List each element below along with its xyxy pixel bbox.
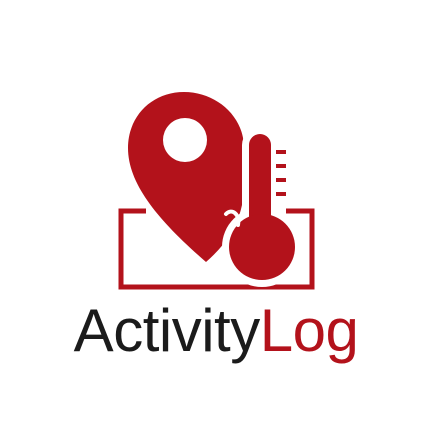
bracket-frame-icon xyxy=(118,208,315,290)
map-pin-icon xyxy=(128,92,245,262)
app-name-part2: Log xyxy=(259,297,359,364)
app-name: ActivityLog xyxy=(0,296,432,366)
app-name-part1: Activity xyxy=(73,297,261,364)
thermometer-icon xyxy=(222,128,302,287)
